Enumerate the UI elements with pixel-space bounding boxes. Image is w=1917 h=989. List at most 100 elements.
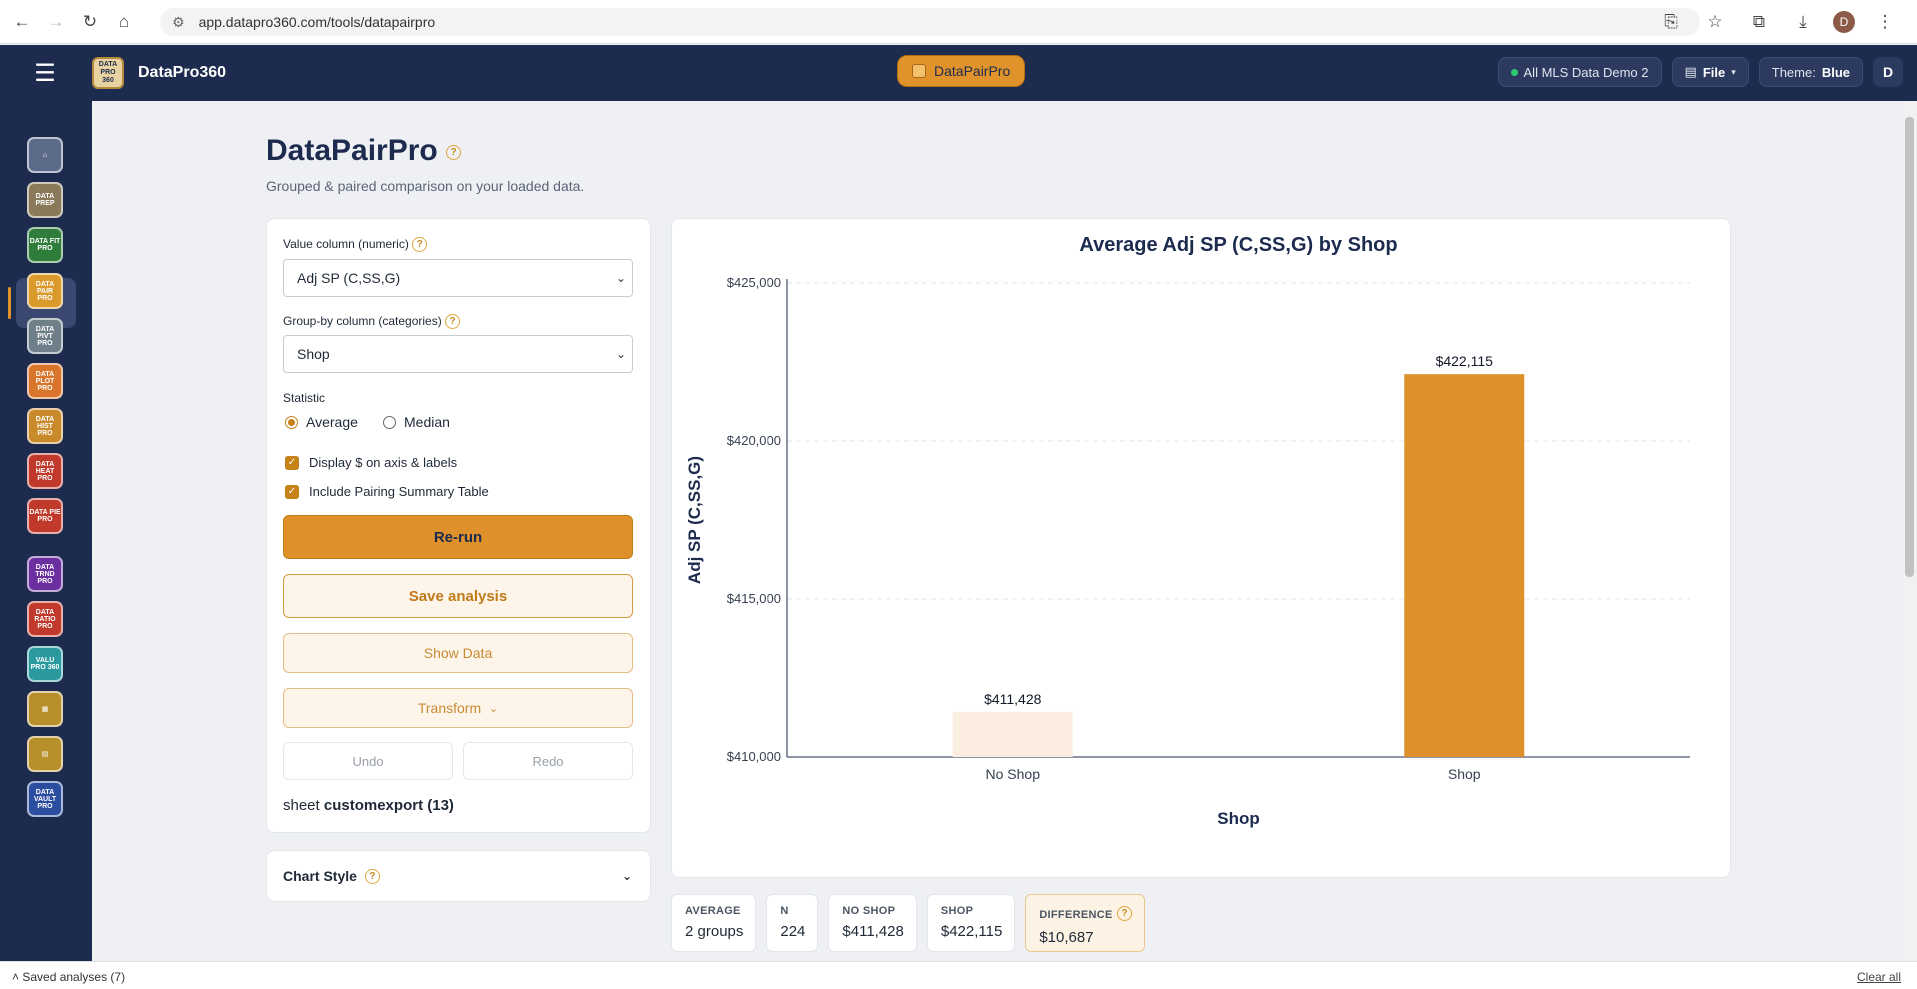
controls-panel: Value column (numeric) ? Adj SP (C,SS,G)…: [266, 218, 651, 833]
radio-median-control[interactable]: [383, 415, 396, 429]
sidebar-item-data-fit-pro[interactable]: DATA FIT PRO: [27, 227, 63, 263]
radio-average-control[interactable]: [285, 415, 298, 429]
site-info-icon[interactable]: ⚙: [172, 13, 185, 30]
sheet-prefix: sheet: [283, 797, 320, 814]
show-data-button[interactable]: Show Data: [283, 633, 633, 673]
chart-card: Average Adj SP (C,SS,G) by Shop $410,000 $…: [671, 218, 1731, 878]
chevron-down-icon: ⌄: [488, 702, 499, 715]
transform-button[interactable]: Transform ⌄: [283, 688, 633, 728]
title-help-icon[interactable]: ?: [446, 144, 462, 160]
save-analysis-button[interactable]: Save analysis: [283, 574, 633, 618]
scrollbar-thumb[interactable]: [1905, 117, 1914, 577]
bar-value-label: $422,115: [1436, 353, 1494, 369]
status-dot-icon: [1510, 68, 1518, 76]
value-column-label-text: Value column (numeric): [283, 237, 409, 251]
user-avatar[interactable]: D: [1873, 57, 1903, 87]
check-icon[interactable]: ✓: [285, 484, 299, 499]
theme-value: Blue: [1821, 64, 1850, 80]
group-column-label: Group-by column (categories) ?: [283, 314, 461, 330]
sidebar-item-data-pair-pro[interactable]: DATA PAIR PRO: [27, 273, 63, 309]
bar-value-label: $411,428: [984, 691, 1042, 707]
chevron-down-icon: ⌄: [615, 347, 626, 361]
include-table-checkbox[interactable]: ✓ Include Pairing Summary Table: [285, 484, 489, 499]
active-tool-label: DataPairPro: [934, 63, 1011, 79]
extensions-icon[interactable]: ⧉: [1752, 12, 1766, 31]
page-title-text: DataPairPro: [266, 134, 438, 167]
file-menu-button[interactable]: ▤ File ▾: [1671, 57, 1749, 87]
stat-key: SHOP: [940, 905, 974, 917]
sidebar-item-report-tool[interactable]: ▤: [27, 736, 63, 772]
sheet-info: sheet customexport (13): [283, 797, 454, 814]
address-bar[interactable]: ⚙ app.datapro360.com/tools/datapairpro: [160, 8, 1700, 36]
sidebar-item-valu-pro-360[interactable]: VALU PRO 360: [27, 646, 63, 682]
saved-analyses-label: Saved analyses (7): [22, 970, 126, 984]
sidebar-item-data-pie-pro[interactable]: DATA PIE PRO: [27, 498, 63, 534]
theme-label: Theme:: [1771, 64, 1816, 80]
sidebar-item-grid-tool[interactable]: ▦: [27, 691, 63, 727]
chart-style-help-icon[interactable]: ?: [364, 868, 380, 884]
sidebar-item-data-vault-pro[interactable]: DATA VAULT PRO: [27, 781, 63, 817]
check-icon[interactable]: ✓: [285, 455, 299, 470]
radio-average[interactable]: Average: [285, 414, 358, 430]
theme-button[interactable]: Theme: Blue: [1758, 57, 1863, 87]
summary-stats: AVERAGE 2 groups N 224 NO SHOP $411,428 SHOP $4…: [671, 894, 1146, 952]
dataset-chip[interactable]: All MLS Data Demo 2: [1497, 57, 1662, 87]
group-column-select[interactable]: Shop ⌄: [283, 335, 633, 373]
active-tool-pill[interactable]: DataPairPro: [897, 55, 1026, 87]
download-icon[interactable]: ⤓: [1799, 12, 1807, 31]
difference-help-icon[interactable]: ?: [1117, 906, 1133, 922]
undo-button[interactable]: Undo: [283, 742, 453, 780]
redo-button[interactable]: Redo: [463, 742, 633, 780]
reload-icon[interactable]: ↻: [82, 11, 98, 31]
statistic-label: Statistic: [283, 391, 326, 405]
home-icon[interactable]: ⌂: [118, 11, 130, 31]
tool-sidebar: ⌂ DATA PREP DATA FIT PRO DATA PAIR PRO DATA …: [0, 101, 92, 961]
radio-average-label: Average: [306, 414, 358, 430]
sidebar-item-data-pivt-pro[interactable]: DATA PIVT PRO: [27, 318, 63, 354]
back-icon[interactable]: ←: [13, 11, 31, 31]
y-tick-label: $410,000: [727, 749, 781, 764]
stat-key: AVERAGE: [685, 905, 741, 917]
page-scrollbar[interactable]: [1902, 101, 1917, 961]
chevron-down-icon: ⌄: [615, 271, 626, 285]
menu-hamburger-icon[interactable]: ☰: [34, 59, 56, 87]
x-tick-label: Shop: [1448, 766, 1481, 782]
stat-value: $411,428: [842, 923, 904, 940]
forward-icon[interactable]: →: [47, 11, 65, 31]
value-column-label: Value column (numeric) ?: [283, 237, 428, 253]
clear-all-link[interactable]: Clear all: [1856, 970, 1901, 984]
value-column-select[interactable]: Adj SP (C,SS,G) ⌄: [283, 259, 633, 297]
sidebar-item-home[interactable]: ⌂: [27, 137, 63, 173]
bookmark-star-icon[interactable]: ☆: [1707, 12, 1723, 31]
sidebar-item-data-prep-pro[interactable]: DATA PREP: [27, 182, 63, 218]
radio-median-label: Median: [404, 414, 450, 430]
file-label: File: [1702, 64, 1726, 80]
browser-profile-avatar[interactable]: D: [1833, 11, 1855, 33]
browser-toolbar: ← → ↻ ⌂ ⚙ app.datapro360.com/tools/datap…: [0, 0, 1917, 44]
stat-key: NO SHOP: [842, 905, 896, 917]
value-column-help-icon[interactable]: ?: [412, 237, 428, 253]
sidebar-item-data-trnd-pro[interactable]: DATA TRND PRO: [27, 556, 63, 592]
y-axis-title: Adj SP (C,SS,G): [685, 456, 704, 584]
browser-menu-icon[interactable]: ⋮: [1876, 12, 1894, 31]
stat-value: $10,687: [1039, 929, 1094, 946]
tool-icon: [912, 64, 926, 78]
install-icon[interactable]: ⎘: [1664, 12, 1678, 31]
display-dollar-checkbox[interactable]: ✓ Display $ on axis & labels: [285, 455, 457, 470]
bar-no-shop: [952, 711, 1073, 757]
rerun-button[interactable]: Re-run: [283, 515, 633, 559]
group-column-help-icon[interactable]: ?: [445, 314, 461, 330]
sidebar-item-data-hist-pro[interactable]: DATA HIST PRO: [27, 408, 63, 444]
stat-value: $422,115: [940, 923, 1003, 940]
radio-median[interactable]: Median: [383, 414, 450, 430]
saved-analyses-toggle[interactable]: ˄ Saved analyses (7): [12, 970, 126, 984]
display-dollar-label: Display $ on axis & labels: [309, 455, 458, 470]
chart-title: Average Adj SP (C,SS,G) by Shop: [1079, 234, 1397, 256]
sidebar-item-data-ratio-pro[interactable]: DATA RATIO PRO: [27, 601, 63, 637]
y-tick-label: $415,000: [727, 591, 781, 606]
chart-style-accordion[interactable]: Chart Style? ⌄: [266, 850, 651, 902]
stat-key: DIFFERENCE: [1039, 909, 1113, 921]
url-text: app.datapro360.com/tools/datapairpro: [198, 14, 436, 30]
sidebar-item-data-plot-pro[interactable]: DATA PLOT PRO: [27, 363, 63, 399]
sidebar-item-data-heat-pro[interactable]: DATA HEAT PRO: [27, 453, 63, 489]
